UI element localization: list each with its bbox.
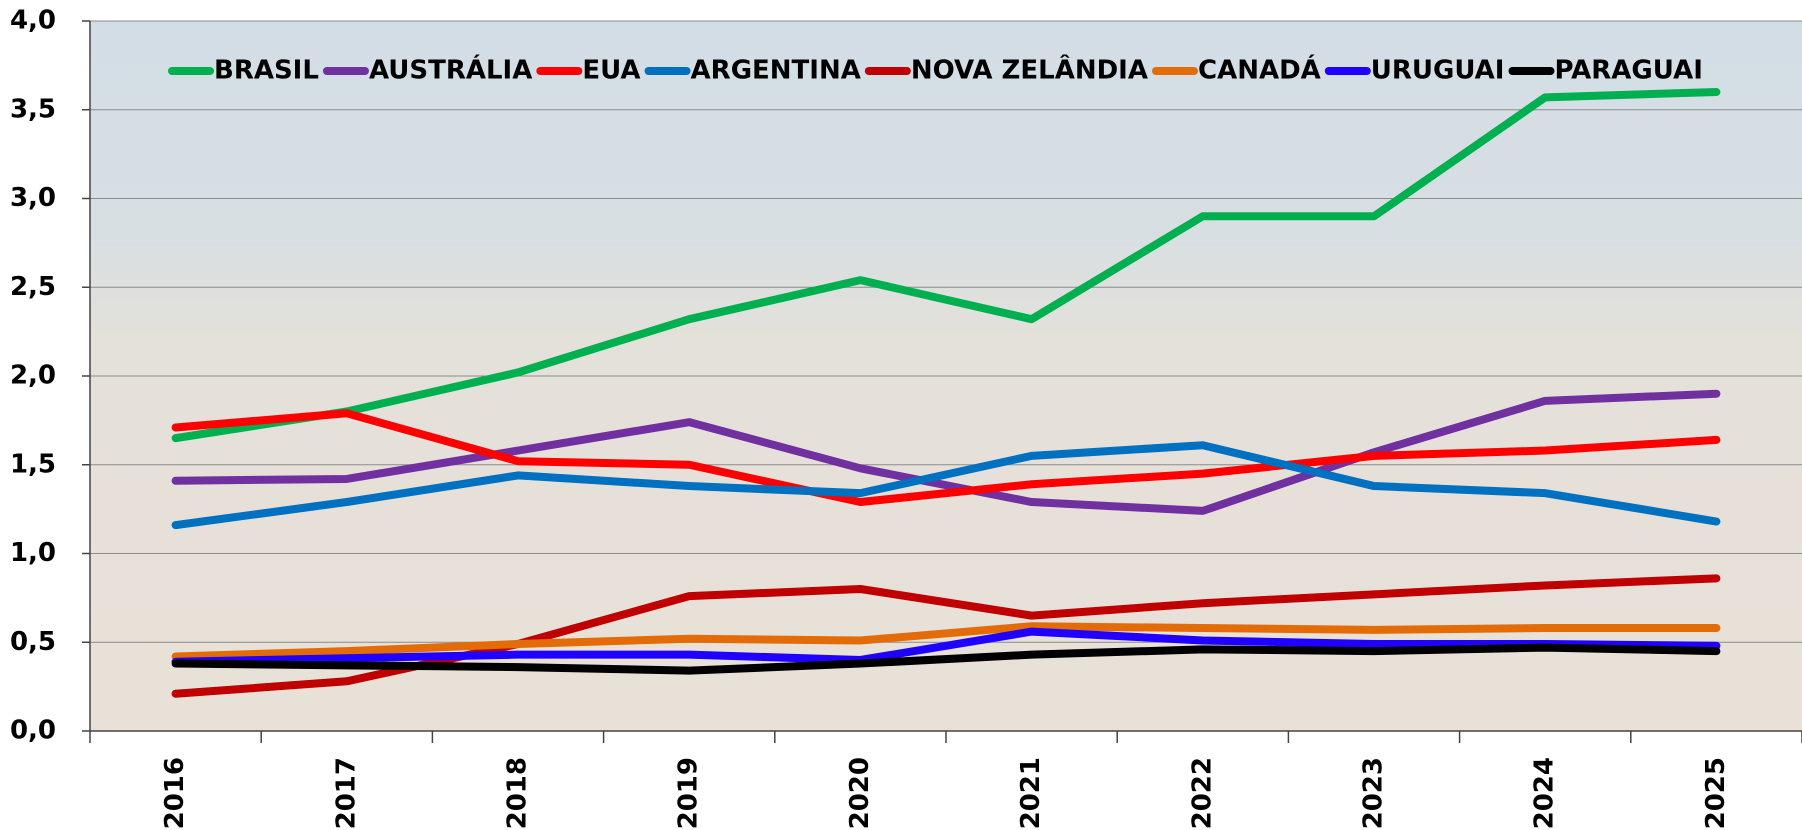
y-tick-label: 0,0	[10, 716, 56, 746]
y-tick-label: 3,5	[10, 94, 56, 124]
y-tick-label: 1,5	[10, 449, 56, 479]
x-tick-label: 2023	[1359, 757, 1389, 829]
legend-label: NOVA ZELÂNDIA	[911, 54, 1148, 86]
chart: 0,0 0,5 1,0 1,5 2,0 2,5 3,0 3,5 4,0 2016 2017 2018 2…	[0, 0, 1802, 830]
x-tick-label: 2019	[674, 757, 704, 829]
y-tick-label: 2,0	[10, 361, 56, 391]
x-tick-label: 2021	[1016, 757, 1046, 829]
y-tick-label: 4,0	[10, 6, 56, 36]
legend-label: CANADÁ	[1198, 54, 1321, 86]
x-tick-label: 2025	[1701, 757, 1731, 829]
y-tick-label: 3,0	[10, 183, 56, 213]
x-tick-label: 2020	[845, 757, 875, 829]
x-tick-label: 2022	[1187, 757, 1217, 829]
x-tick-label: 2017	[331, 757, 361, 829]
legend-label: ARGENTINA	[691, 56, 861, 86]
legend-label: AUSTRÁLIA	[369, 54, 532, 86]
y-tick-label: 1,0	[10, 538, 56, 568]
legend-label: BRASIL	[214, 56, 319, 86]
legend-label: EUA	[582, 56, 640, 86]
x-tick-label: 2016	[160, 757, 190, 829]
y-tick-label: 0,5	[10, 627, 56, 657]
x-tick-label: 2018	[503, 757, 533, 829]
x-tick-label: 2024	[1530, 757, 1560, 829]
legend-label: URUGUAI	[1371, 56, 1505, 86]
y-tick-label: 2,5	[10, 272, 56, 302]
legend-label: PARAGUAI	[1554, 56, 1702, 86]
